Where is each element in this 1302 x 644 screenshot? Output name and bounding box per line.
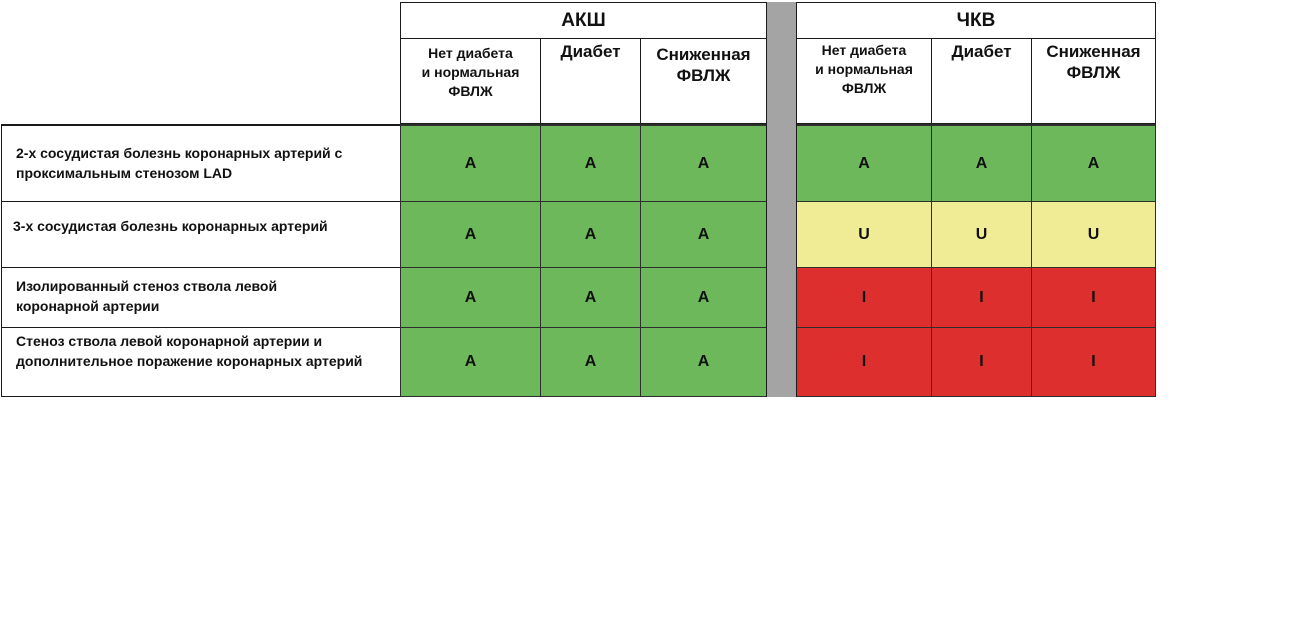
subheader-pci-no-diabetes: Нет диабета и нормальная ФВЛЖ [796,38,932,124]
group-title-cabg: АКШ [400,2,767,39]
rating-cell: A [400,201,541,268]
subheader-label: Диабет [560,42,621,61]
rating-cell: A [1031,124,1156,202]
subheader-cabg-low-ef: Сниженная ФВЛЖ [640,38,767,124]
subheader-cabg-no-diabetes: Нет диабета и нормальная ФВЛЖ [400,38,541,124]
rating-cell: U [1031,201,1156,268]
subheader-label: Нет диабета и нормальная ФВЛЖ [421,45,520,99]
rating-cell: I [796,267,932,328]
group-divider [766,2,797,397]
subheader-label: Сниженная ФВЛЖ [1046,42,1141,82]
row-label: 3-х сосудистая болезнь коронарных артери… [1,201,401,268]
subheader-label: Нет диабета и нормальная ФВЛЖ [815,42,913,96]
rating-cell: A [640,201,767,268]
rating-cell: I [796,327,932,397]
group-title-pci: ЧКВ [796,2,1156,39]
rating-cell: A [640,124,767,202]
rating-cell: U [931,201,1032,268]
rating-cell: A [540,327,641,397]
row-label: Изолированный стеноз ствола левой корона… [1,267,401,328]
rating-cell: A [796,124,932,202]
rating-cell: A [540,201,641,268]
rating-cell: A [540,267,641,328]
subheader-pci-low-ef: Сниженная ФВЛЖ [1031,38,1156,124]
rating-cell: I [1031,327,1156,397]
rating-cell: A [400,267,541,328]
rating-cell: I [931,267,1032,328]
rating-cell: I [1031,267,1156,328]
rating-cell: A [640,267,767,328]
rating-cell: A [640,327,767,397]
rating-cell: A [400,124,541,202]
row-label: 2-х сосудистая болезнь коронарных артери… [1,124,401,202]
rating-cell: I [931,327,1032,397]
subheader-label: Диабет [951,42,1012,61]
subheader-pci-diabetes: Диабет [931,38,1032,124]
rating-cell: U [796,201,932,268]
rating-cell: A [931,124,1032,202]
subheader-label: Сниженная ФВЛЖ [656,45,751,85]
row-label: Стеноз ствола левой коронарной артерии и… [1,327,401,397]
subheader-cabg-diabetes: Диабет [540,38,641,124]
rating-cell: A [400,327,541,397]
rating-cell: A [540,124,641,202]
